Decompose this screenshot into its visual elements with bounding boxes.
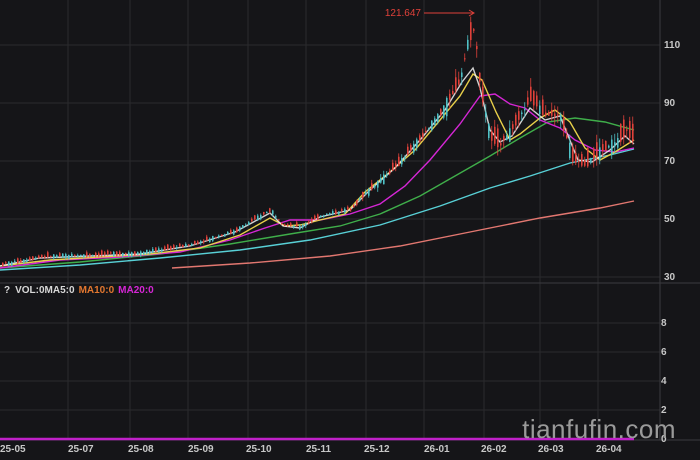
volume-tick: 4 bbox=[661, 376, 667, 387]
x-tick: 25-09 bbox=[188, 444, 214, 455]
watermark: tianfufin.com bbox=[522, 414, 676, 444]
price-tick: 50 bbox=[664, 214, 676, 225]
price-axis: 110 90 70 50 30 bbox=[664, 40, 681, 283]
x-tick: 25-07 bbox=[68, 444, 94, 455]
max-price-marker: 121.647 bbox=[385, 8, 475, 19]
help-icon[interactable]: ? bbox=[4, 285, 11, 296]
price-grid bbox=[0, 0, 660, 440]
x-tick: 26-03 bbox=[538, 444, 564, 455]
volume-tick: 6 bbox=[661, 347, 667, 358]
price-tick: 110 bbox=[664, 40, 681, 51]
x-tick: 25-08 bbox=[128, 444, 154, 455]
volume-tick: 2 bbox=[661, 405, 667, 416]
moving-averages bbox=[0, 66, 635, 271]
volume-tick: 8 bbox=[661, 318, 667, 329]
x-tick: 25-11 bbox=[306, 444, 331, 455]
x-tick: 26-02 bbox=[481, 444, 507, 455]
x-axis: 25-05 25-07 25-08 25-09 25-10 25-11 25-1… bbox=[0, 444, 622, 455]
x-tick: 26-01 bbox=[424, 444, 450, 455]
ma5-line bbox=[0, 66, 635, 267]
ma20-value: MA20:0 bbox=[118, 285, 154, 296]
ma10-line bbox=[0, 73, 635, 267]
price-tick: 70 bbox=[664, 156, 676, 167]
max-price-label: 121.647 bbox=[385, 8, 422, 19]
x-tick: 26-04 bbox=[596, 444, 622, 455]
x-tick: 25-10 bbox=[246, 444, 272, 455]
price-tick: 90 bbox=[664, 98, 676, 109]
volume-legend: ? VOL:0MA5:0 MA10:0 MA20:0 bbox=[4, 284, 154, 298]
volume-axis: 8 6 4 2 0 bbox=[661, 318, 667, 445]
ma120-line bbox=[0, 148, 635, 271]
ma20-line bbox=[0, 93, 635, 269]
ma250-line bbox=[171, 200, 635, 269]
x-tick: 25-12 bbox=[364, 444, 390, 455]
ma60-line bbox=[0, 117, 635, 269]
vol-ma5-value: VOL:0MA5:0 bbox=[15, 285, 75, 296]
candlesticks bbox=[2, 16, 634, 267]
x-tick: 25-05 bbox=[0, 444, 26, 455]
price-tick: 30 bbox=[664, 272, 676, 283]
ma10-value: MA10:0 bbox=[78, 285, 115, 296]
volume-tick: 0 bbox=[661, 434, 667, 445]
